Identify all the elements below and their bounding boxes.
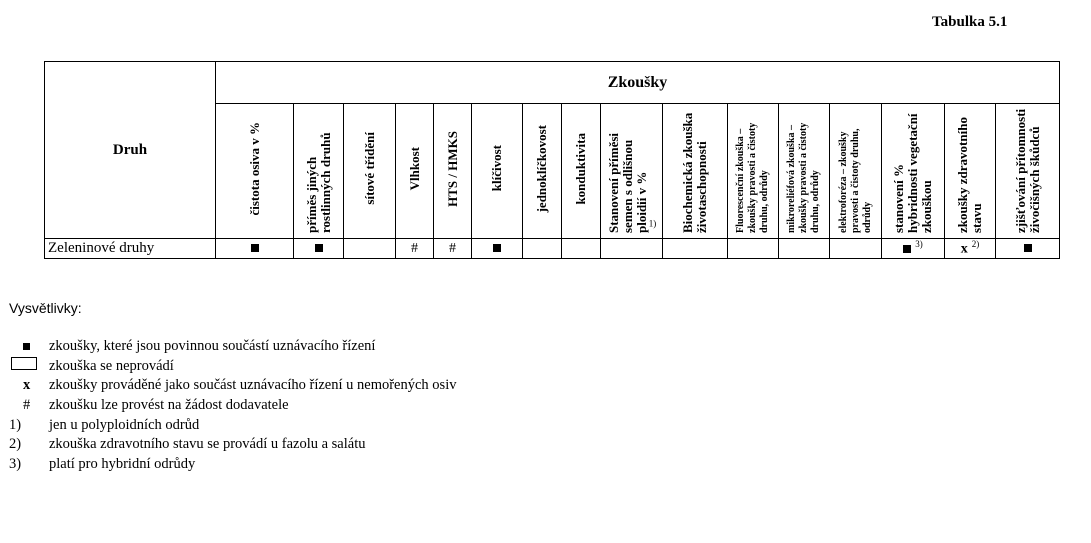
column-header-label: Biochemická zkouška životaschopnosti <box>680 112 709 233</box>
column-header: jednoklíčkovost <box>522 103 562 239</box>
footnote-mark: 2) <box>971 239 980 250</box>
column-header: stanovení % hybridnosti vegetační zkoušk… <box>881 103 945 239</box>
column-header: konduktivita <box>561 103 601 239</box>
cell-value: x <box>960 241 968 257</box>
column-header-label: konduktivita <box>573 132 588 205</box>
cell-value: # <box>449 240 456 256</box>
column-header-label: zjišťování přítomnosti živočišných škůdc… <box>1012 108 1042 233</box>
mandatory-square-icon <box>493 243 501 252</box>
column-header-label: elektroforéza – zkoušky pravosti a čisto… <box>837 128 873 233</box>
table-cell <box>561 238 601 259</box>
legend-text: jen u polyploidních odrůd <box>49 416 200 433</box>
table-cell: x 2) <box>944 238 996 259</box>
column-header-label: Fluorescenční zkouška – zkoušky pravosti… <box>735 122 770 233</box>
column-header: příměs jiných rostlinných druhů <box>293 103 344 239</box>
legend-symbol: x <box>23 377 31 394</box>
column-header-label: Stanovení příměsi semen s odlišnou ploid… <box>605 132 649 233</box>
column-header-label: klíčivost <box>489 145 504 192</box>
footnote-mark: 1) <box>648 218 657 229</box>
legend-item: 3) platí pro hybridní odrůdy <box>9 455 456 475</box>
column-header: elektroforéza – zkoušky pravosti a čisto… <box>829 103 882 239</box>
column-header-label: příměs jiných rostlinných druhů <box>303 131 333 233</box>
legend-text: zkoušky, které jsou povinnou součástí uz… <box>49 338 376 355</box>
druh-header: Druh <box>44 61 216 239</box>
footnote-mark: 3) <box>915 239 923 250</box>
column-header: Biochemická zkouška životaschopnosti <box>662 103 728 239</box>
legend-symbol: 1) <box>9 416 22 433</box>
table-cell: # <box>433 238 472 259</box>
mandatory-square-icon <box>903 244 912 253</box>
legend-item: 2) zkouška zdravotního stavu se provádí u… <box>9 435 456 455</box>
table-cell <box>215 238 294 259</box>
legend-text: zkoušky prováděné jako součást uznávacíh… <box>49 377 457 394</box>
column-header: zjišťování přítomnosti živočišných škůdc… <box>995 103 1060 239</box>
mandatory-square-icon <box>314 243 323 252</box>
row-name: Zeleninové druhy <box>44 238 216 259</box>
table-title: Tabulka 5.1 <box>932 14 1008 30</box>
table-cell <box>995 238 1060 259</box>
column-header: čistota osiva v % <box>215 103 294 239</box>
column-header: sítové třídění <box>343 103 396 239</box>
square-icon <box>9 338 49 355</box>
legend-item: zkouška se neprovádí <box>9 357 456 377</box>
column-header-label: sítové třídění <box>361 132 377 205</box>
legend-text: platí pro hybridní odrůdy <box>49 455 196 472</box>
table-cell <box>778 238 830 259</box>
column-header: klíčivost <box>471 103 523 239</box>
mandatory-square-icon <box>1023 243 1032 252</box>
table-cell <box>293 238 344 259</box>
table-cell <box>662 238 728 259</box>
table-cell <box>829 238 882 259</box>
column-header-label: čistota osiva v % <box>246 121 262 216</box>
column-header-label: jednoklíčkovost <box>534 124 549 213</box>
table-cell <box>343 238 396 259</box>
column-header-label: zkoušky zdravotního stavu <box>955 116 984 233</box>
column-header: zkoušky zdravotního stavu <box>944 103 996 239</box>
zkousky-header: Zkoušky <box>215 61 1060 104</box>
table-cell <box>522 238 562 259</box>
table-cell: 3) <box>881 238 945 259</box>
legend-text: zkoušku lze provést na žádost dodavatele <box>49 397 289 414</box>
legend-heading: Vysvětlivky: <box>9 300 82 316</box>
legend-text: zkouška se neprovádí <box>49 357 174 374</box>
table-cell <box>727 238 779 259</box>
legend-symbol: 2) <box>9 436 22 453</box>
table-cell <box>471 238 523 259</box>
column-header-label: HTS / HMKS <box>444 130 460 207</box>
column-header: Vlhkost <box>395 103 434 239</box>
legend-item: 1) jen u polyploidních odrůd <box>9 415 456 435</box>
cell-value: # <box>411 240 418 256</box>
legend-symbol: 3) <box>9 455 22 472</box>
mandatory-square-icon <box>250 243 259 252</box>
column-header-label: Vlhkost <box>406 146 422 191</box>
legend-item: zkoušky, které jsou povinnou součástí uz… <box>9 337 456 357</box>
table-cell <box>600 238 663 259</box>
column-header: Stanovení příměsi semen s odlišnou ploid… <box>600 103 663 239</box>
empty-box-icon <box>9 357 49 375</box>
legend-item: # zkoušku lze provést na žádost dodavatel… <box>9 396 456 416</box>
legend: Vysvětlivky: zkoušky, které jsou povinno… <box>9 300 456 474</box>
legend-symbol: # <box>23 397 31 414</box>
table-cell: # <box>395 238 434 259</box>
column-header: Fluorescenční zkouška – zkoušky pravosti… <box>727 103 779 239</box>
column-header: mikroreliéfová zkouška – zkoušky pravost… <box>778 103 830 239</box>
column-header: HTS / HMKS <box>433 103 472 239</box>
legend-text: zkouška zdravotního stavu se provádí u f… <box>49 436 366 453</box>
legend-item: x zkoušky prováděné jako součást uznávací… <box>9 376 456 396</box>
column-header-label: mikroreliéfová zkouška – zkoušky pravost… <box>786 122 821 233</box>
tests-table: Druh Zkoušky čistota osiva v % příměs jin… <box>44 61 1060 259</box>
column-header-label: stanovení % hybridnosti vegetační zkoušk… <box>891 112 934 233</box>
